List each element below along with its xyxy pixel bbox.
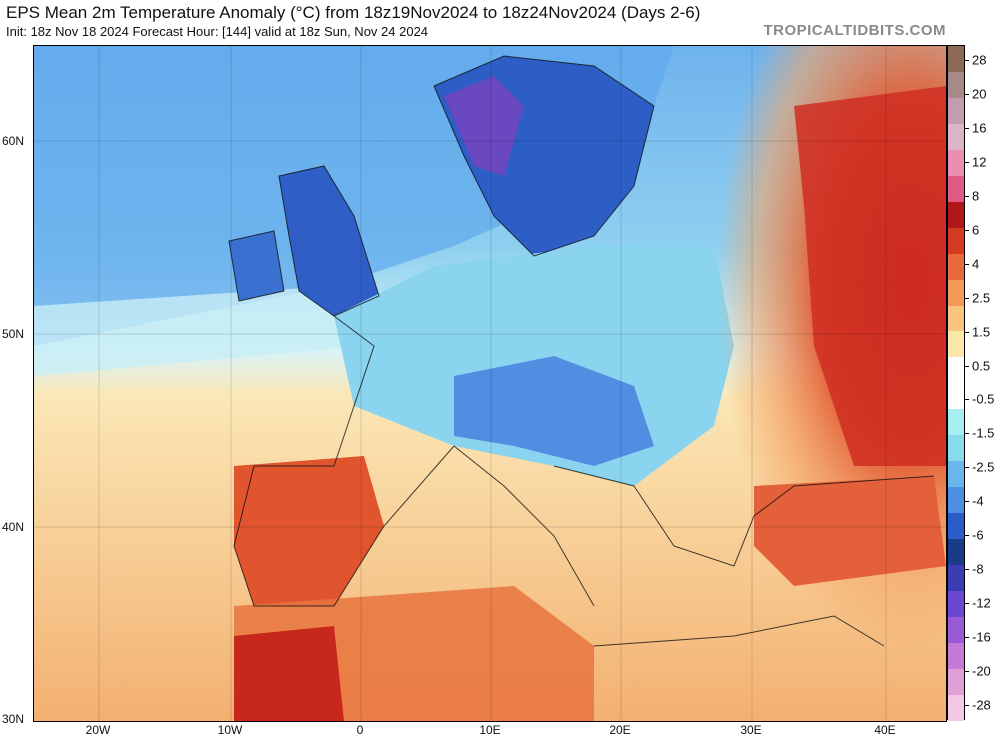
colorbar-segment [948,591,964,617]
colorbar-segment [948,513,964,540]
colorbar-segment [948,694,964,721]
colorbar-segment [948,175,964,202]
colorbar-label: 6 [972,222,980,238]
colorbar-segment [948,565,964,592]
colorbar-segment [948,487,964,514]
colorbar-segment [948,435,964,462]
colorbar-tick [965,603,969,605]
lon-label: 10E [479,723,501,737]
lon-label: 20W [85,723,111,737]
morocco-hot [234,626,344,721]
colorbar-segment [948,253,964,280]
colorbar-label: 16 [972,120,987,136]
colorbar-tick [965,399,969,401]
colorbar-tick [965,297,969,299]
lat-label: 30N [2,712,25,726]
colorbar-label: -2.5 [972,459,995,475]
chart-title: EPS Mean 2m Temperature Anomaly (°C) fro… [6,3,701,22]
colorbar-tick [965,263,969,265]
chart-subtitle: Init: 18z Nov 18 2024 Forecast Hour: [14… [6,24,429,39]
colorbar-segment [948,123,964,150]
colorbar-tick [965,161,969,163]
colorbar-tick [965,365,969,367]
british-isles [279,166,379,316]
colorbar-label: 28 [972,52,987,68]
colorbar [947,45,965,721]
colorbar-segment [948,201,964,228]
colorbar-segment [948,279,964,306]
turkey-warm [754,476,946,586]
source-watermark: TROPICALTIDBITS.COM [763,22,946,39]
russia-warm-core [794,86,946,466]
atlantic-mid-band [34,286,364,376]
colorbar-tick [965,637,969,639]
colorbar-tick [965,195,969,197]
colorbar-label: 8 [972,188,980,204]
colorbar-segment [948,227,964,254]
colorbar-label: 1.5 [972,324,991,340]
colorbar-label: -20 [972,663,991,679]
lon-label: 20E [609,723,631,737]
coastlines [228,55,935,647]
colorbar-tick [965,331,969,333]
colorbar-tick [965,569,969,571]
lon-label: 0 [356,723,364,737]
colorbar-segment [948,539,964,566]
colorbar-tick [965,467,969,469]
colorbar-segment [948,668,964,695]
colorbar-label: -12 [972,595,991,611]
lat-label: 40N [2,520,25,534]
colorbar-tick [965,60,969,61]
colorbar-segment [948,97,964,124]
colorbar-segment [948,71,964,98]
colorbar-tick [965,671,969,673]
colorbar-label: 2.5 [972,290,991,306]
colorbar-tick [965,705,969,706]
colorbar-tick [965,535,969,537]
colorbar-segment [948,46,964,72]
colorbar-label: 12 [972,154,987,170]
colorbar-label: -16 [972,629,991,645]
colorbar-tick [965,433,969,435]
colorbar-tick [965,501,969,503]
iberia-warm [234,456,384,606]
colorbar-segment [948,357,964,384]
colorbar-label: -1.5 [972,425,995,441]
colorbar-label: 0.5 [972,358,991,374]
colorbar-segment [948,149,964,176]
lat-label: 50N [2,327,25,341]
norway-deep-cold [444,76,524,176]
lon-label: 40E [874,723,896,737]
lon-label: 10W [217,723,243,737]
colorbar-label: 4 [972,256,980,272]
colorbar-tick [965,229,969,231]
colorbar-segment [948,331,964,358]
colorbar-tick [965,127,969,129]
colorbar-label: -6 [972,527,984,543]
colorbar-segment [948,642,964,669]
anomaly-map [33,45,947,722]
colorbar-segment [948,305,964,332]
colorbar-label: -0.5 [972,391,995,407]
colorbar-label: -8 [972,561,984,577]
colorbar-segment [948,409,964,436]
lon-label: 30E [740,723,762,737]
ireland [229,231,284,301]
colorbar-label: -28 [972,697,991,713]
colorbar-tick [965,93,969,95]
lat-label: 60N [2,134,25,148]
colorbar-segment [948,616,964,643]
colorbar-segment [948,461,964,488]
colorbar-label: -4 [972,493,984,509]
colorbar-segment [948,383,964,410]
colorbar-label: 20 [972,86,987,102]
